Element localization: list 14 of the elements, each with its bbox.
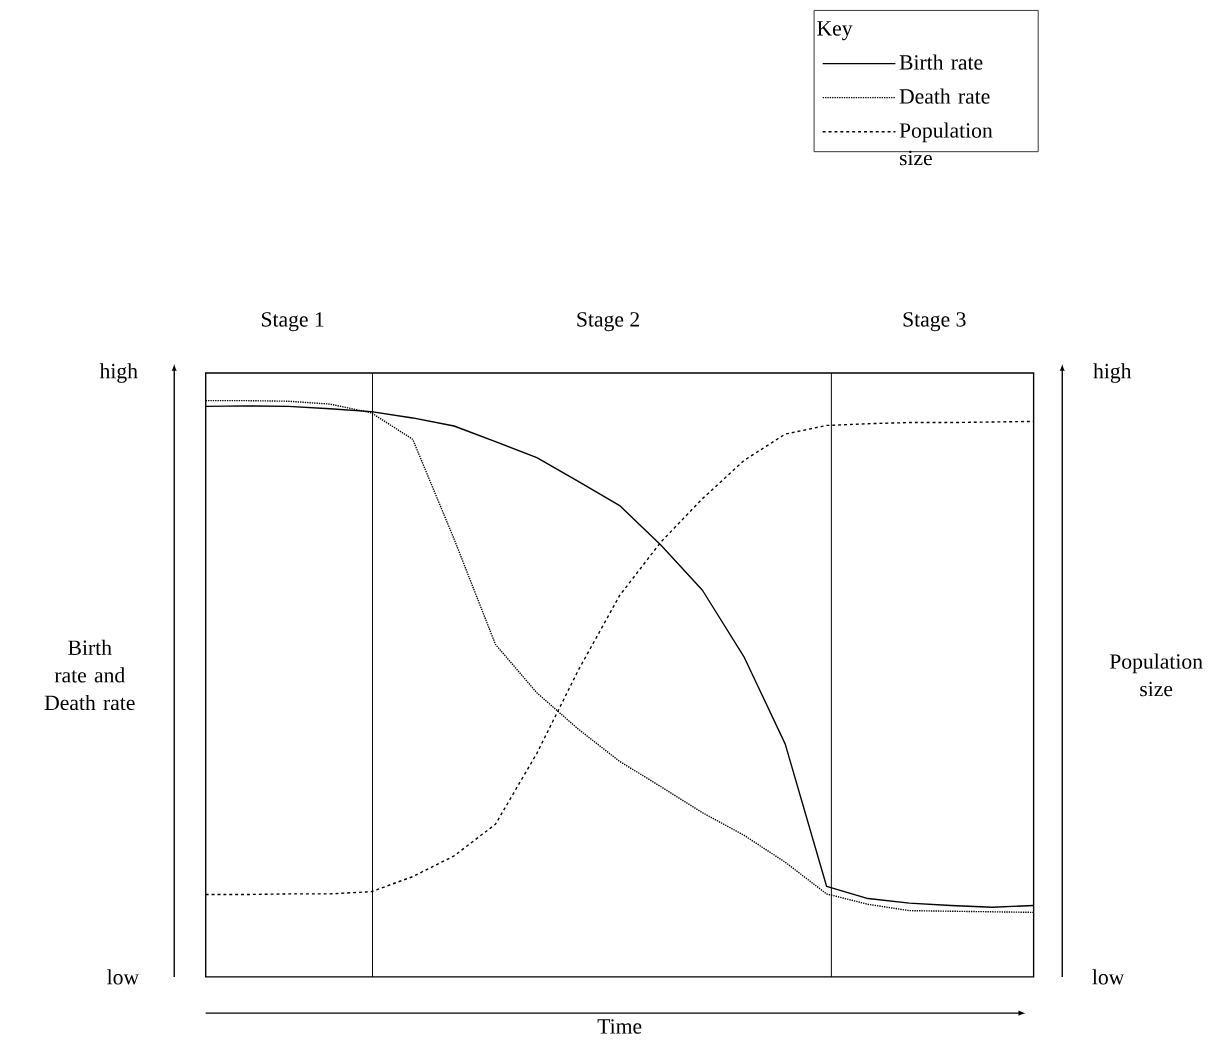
legend-title: Key (817, 21, 853, 41)
text: Stage 3 (903, 312, 966, 332)
x-axis-title: Time (597, 1019, 642, 1034)
legend-label: Death rate (899, 88, 990, 104)
text: low (107, 969, 140, 985)
text: Stage 1 (261, 312, 324, 332)
text: high (99, 363, 138, 383)
legend-label: Population size (899, 122, 993, 166)
text: low (1092, 969, 1125, 985)
y2-axis-title: Population size (1109, 653, 1203, 697)
y-axis-title: Birth rate and Death rate (44, 639, 135, 711)
legend-label: Birth rate (899, 54, 983, 70)
text: Stage 2 (577, 312, 639, 332)
text: high (1093, 363, 1132, 383)
